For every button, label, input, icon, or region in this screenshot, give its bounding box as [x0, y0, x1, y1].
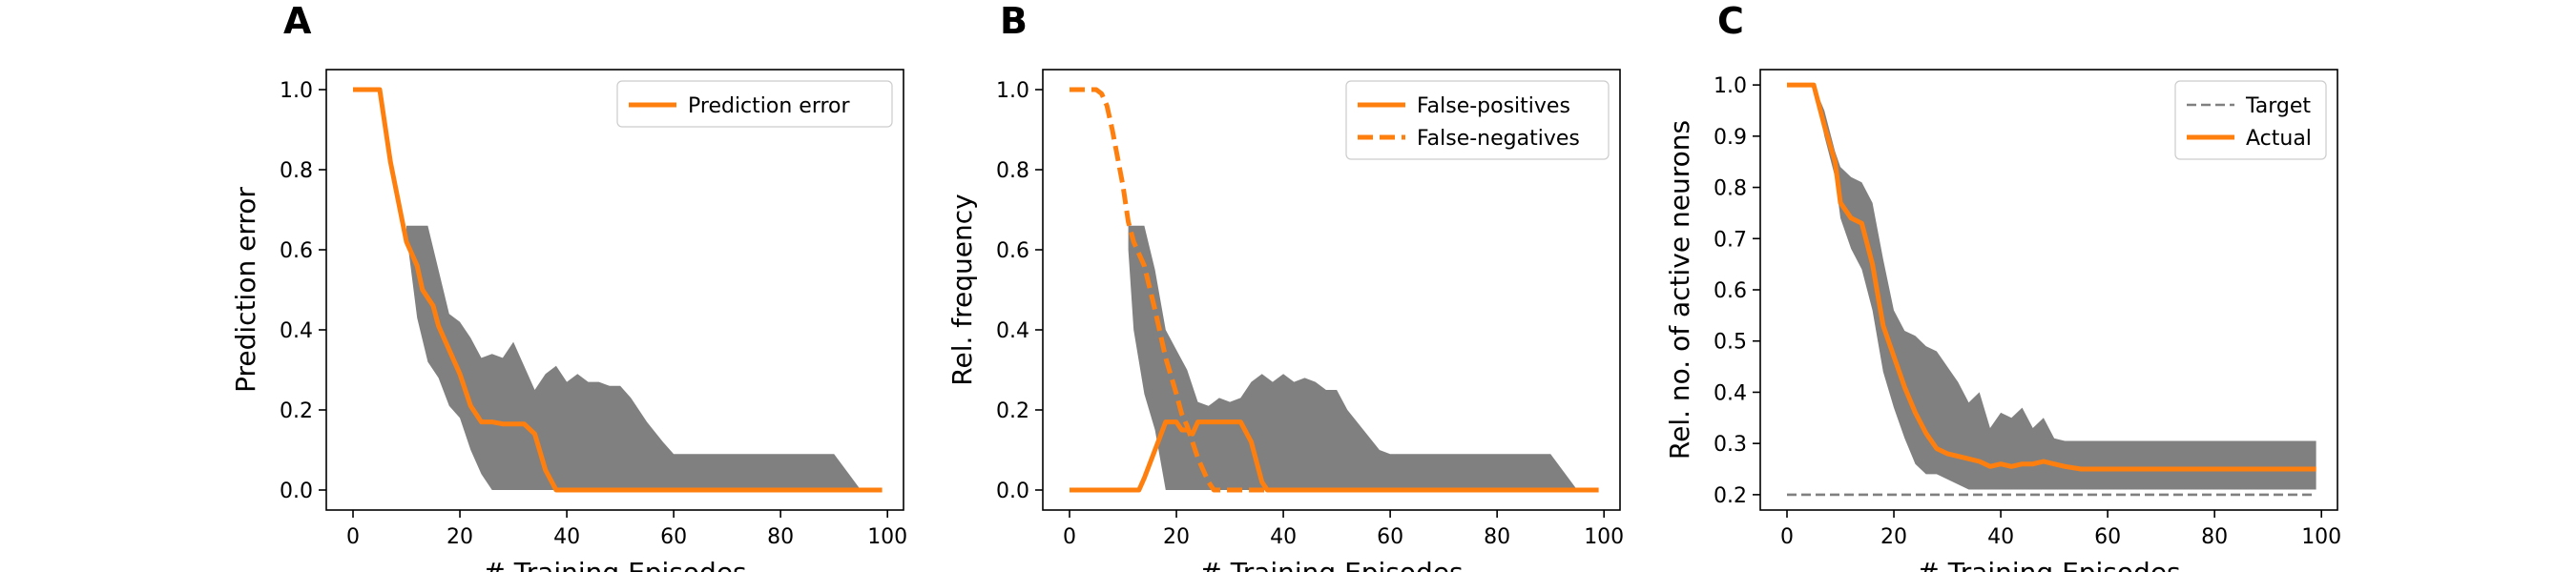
x-tick-label: 0	[346, 525, 360, 549]
panel-a: A 0 20 40 60 80 100 0.0 0.2 0.4 0.6 0.8 1.0 # Trainin…	[230, 0, 907, 572]
panel-letter: C	[1717, 0, 1744, 42]
x-tick-label: 40	[1270, 525, 1297, 549]
x-tick-label: 80	[2201, 525, 2228, 549]
plot-frame	[325, 69, 904, 511]
y-axis-label: Prediction error	[230, 187, 261, 393]
plot-frame	[1042, 69, 1621, 511]
panel-letter: B	[1000, 0, 1028, 42]
x-tick-label: 20	[1163, 525, 1190, 549]
error-band	[406, 225, 883, 491]
series-line-prediction-error	[353, 87, 883, 493]
y-tick-label: 1.0	[1714, 74, 1747, 98]
y-tick-label: 0.7	[1714, 228, 1747, 252]
legend: Prediction error	[616, 80, 893, 128]
legend-label: Target	[2245, 94, 2311, 118]
x-tick-label: 100	[867, 525, 907, 549]
panel-b: B 0 20 40 60 80 100 0.0 0.2 0.4 0.6 0.8 1.0 # Trainin…	[946, 0, 1624, 572]
x-axis-label: # Training Episodes	[483, 557, 746, 572]
x-tick-label: 20	[447, 525, 473, 549]
y-tick-label: 0.2	[996, 399, 1029, 423]
x-tick-label: 80	[1484, 525, 1510, 549]
legend: False-positives False-negatives	[1345, 80, 1610, 160]
y-tick-label: 1.0	[996, 79, 1029, 103]
x-tick-label: 0	[1780, 525, 1794, 549]
legend-label: Prediction error	[688, 94, 850, 118]
y-tick-label: 0.6	[1714, 279, 1747, 303]
y-tick-label: 0.8	[996, 159, 1029, 183]
y-tick-label: 0.4	[996, 319, 1029, 343]
x-tick-label: 60	[2094, 525, 2121, 549]
x-axis-label: # Training Episodes	[1199, 557, 1463, 572]
plot-area	[353, 87, 883, 493]
x-tick-label: 40	[1987, 525, 2014, 549]
legend: Target Actual	[2174, 80, 2327, 160]
legend-label: False-negatives	[1417, 127, 1580, 151]
y-axis-label: Rel. no. of active neurons	[1664, 120, 1695, 460]
y-tick-label: 0.8	[280, 159, 313, 183]
y-tick-label: 0.2	[1714, 484, 1747, 508]
y-tick-label: 0.0	[996, 480, 1029, 503]
legend-label: Actual	[2246, 127, 2312, 151]
error-band	[1128, 225, 1599, 491]
x-tick-label: 100	[2301, 525, 2341, 549]
panel-c: C 0 20 40 60 80 100 0.2 0.3 0.4 0.5 0.6 0.7 0.8 0.9 1.0…	[1664, 0, 2341, 572]
legend-label: False-positives	[1417, 94, 1570, 118]
x-tick-label: 80	[767, 525, 794, 549]
y-tick-label: 0.0	[280, 480, 313, 503]
y-axis-label: Rel. frequency	[946, 194, 978, 385]
y-tick-label: 0.6	[996, 239, 1029, 263]
y-tick-label: 0.9	[1714, 126, 1747, 150]
x-tick-label: 60	[1377, 525, 1403, 549]
x-tick-label: 20	[1880, 525, 1907, 549]
plot-area	[1070, 87, 1599, 493]
x-axis-label: # Training Episodes	[1917, 557, 2180, 572]
y-tick-label: 0.4	[1714, 381, 1747, 405]
y-tick-label: 0.6	[280, 239, 313, 263]
panel-letter: A	[283, 0, 312, 42]
y-tick-label: 1.0	[280, 79, 313, 103]
legend-box	[616, 80, 893, 128]
x-tick-label: 0	[1063, 525, 1076, 549]
error-band	[1814, 85, 2316, 490]
y-tick-label: 0.4	[280, 319, 313, 343]
x-tick-label: 40	[553, 525, 580, 549]
series-line-actual	[1787, 82, 2316, 472]
y-tick-label: 0.5	[1714, 331, 1747, 355]
legend-box	[1345, 80, 1610, 160]
y-tick-label: 0.8	[1714, 177, 1747, 201]
y-tick-label: 0.3	[1714, 433, 1747, 457]
y-tick-label: 0.2	[280, 399, 313, 423]
series-line-false-negatives	[1070, 87, 1599, 493]
x-tick-label: 60	[660, 525, 687, 549]
plot-area	[1787, 82, 2316, 497]
x-tick-label: 100	[1584, 525, 1624, 549]
